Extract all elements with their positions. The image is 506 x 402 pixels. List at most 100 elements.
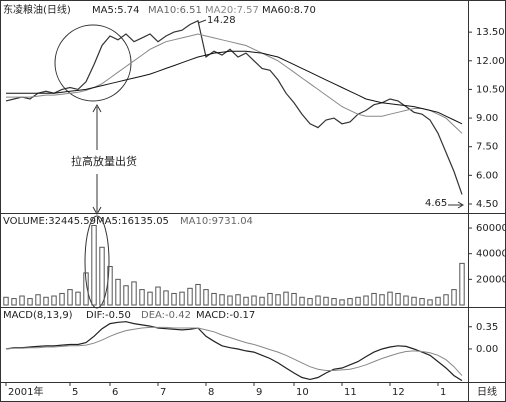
volume-bar [403, 295, 409, 306]
volume-bar [267, 292, 273, 306]
volume-bar [179, 291, 185, 306]
y-tick-label: 6.00 [476, 170, 498, 181]
volume-bar [283, 291, 289, 306]
series-line [5, 326, 463, 376]
volume-bar [315, 295, 321, 306]
x-tick-label: 6 [112, 387, 118, 398]
annotation-arrow [92, 206, 102, 216]
volume-bar [187, 287, 193, 306]
volume-bar [251, 295, 257, 306]
y-tick-label: 7.50 [476, 142, 498, 153]
volume-bar [291, 292, 297, 306]
x-tick-label: 11 [344, 387, 357, 398]
series-line [6, 33, 463, 134]
highlight-ellipse [84, 215, 110, 309]
x-tick-label: 12 [392, 387, 405, 398]
volume-bar [171, 292, 177, 306]
period-label: 日线 [477, 385, 497, 398]
volume-bar [443, 294, 449, 306]
volume-bar [331, 298, 337, 306]
indicator: MACD(8,13,9) [3, 310, 73, 321]
y-tick-label: 60000 [476, 223, 506, 234]
indicator: MA20:7.57 [205, 5, 259, 16]
volume-bar [419, 298, 425, 306]
y-tick-label: 12.00 [476, 56, 505, 67]
volume-bar [19, 295, 25, 306]
volume-bar [83, 272, 89, 306]
x-tick-label: 1 [440, 387, 446, 398]
annotation: 14.28 [207, 15, 236, 26]
volume-bar [3, 296, 9, 306]
volume-bar [275, 294, 281, 306]
volume-bar [211, 292, 217, 306]
x-tick-label: 5 [72, 387, 78, 398]
volume-bar [243, 296, 249, 306]
annotation: 4.65 [425, 198, 447, 209]
indicator: DIF:-0.50 [86, 310, 131, 321]
volume-bar [299, 296, 305, 306]
x-tick-label: 9 [256, 387, 262, 398]
volume-bar [323, 296, 329, 306]
indicator: MA10:6.51 [148, 5, 202, 16]
volume-bar [427, 299, 433, 306]
x-tick-label: 2001年 [8, 385, 43, 398]
y-tick-label: 0.00 [476, 344, 498, 355]
annotation: 拉高放量出货 [71, 154, 137, 168]
volume-bar [227, 295, 233, 306]
volume-bar [115, 278, 121, 306]
volume-bar [307, 298, 313, 306]
volume-bar [99, 246, 105, 306]
volume-bar [75, 291, 81, 306]
y-tick-label: 0.35 [476, 322, 498, 333]
x-tick-label: 7 [160, 387, 166, 398]
volume-bar [459, 262, 465, 306]
y-tick-label: 20000 [476, 274, 506, 285]
volume-bar [59, 292, 65, 306]
volume-bar [259, 296, 265, 306]
volume-bar [51, 295, 57, 306]
volume-bar [27, 298, 33, 306]
volume-bar [355, 296, 361, 306]
volume-bar [387, 291, 393, 306]
annotation-arrow [457, 201, 464, 209]
series-line [6, 50, 463, 125]
volume-bar [139, 289, 145, 306]
indicator: MACD:-0.17 [196, 310, 255, 321]
volume-bar [195, 283, 201, 306]
volume-bar [11, 298, 17, 306]
y-tick-label: 9.00 [476, 113, 498, 124]
y-tick-label: 4.50 [476, 199, 498, 210]
volume-bar [131, 281, 137, 306]
chart-title: 东凌粮油(日线) [3, 3, 71, 16]
indicator: MA5:16135.05 [96, 216, 169, 227]
volume-bar [339, 299, 345, 306]
volume-bar [203, 289, 209, 306]
volume-bar [363, 295, 369, 306]
volume-bar [163, 290, 169, 306]
y-tick-label: 40000 [476, 249, 506, 260]
volume-bar [347, 298, 353, 306]
indicator: MA10:9731.04 [180, 216, 253, 227]
volume-bar [91, 224, 97, 306]
indicator: MA60:8.70 [262, 5, 316, 16]
y-tick-label: 10.50 [476, 84, 505, 95]
volume-bar [435, 296, 441, 306]
x-tick-label: 8 [208, 387, 214, 398]
volume-bar [123, 285, 129, 306]
indicator: MA5:5.74 [92, 5, 139, 16]
volume-bar [235, 294, 241, 306]
annotation-leader [197, 19, 207, 24]
volume-bar [35, 294, 41, 306]
indicator: DEA:-0.42 [141, 310, 191, 321]
series-line [5, 19, 463, 195]
volume-bar [43, 296, 49, 306]
volume-bar [395, 292, 401, 306]
volume-bar [219, 294, 225, 306]
y-tick-label: 13.50 [476, 27, 505, 38]
indicator: VOLUME:32445.59 [3, 216, 96, 227]
volume-bar [155, 286, 161, 306]
x-tick-label: 10 [296, 387, 309, 398]
volume-bar [147, 291, 153, 306]
